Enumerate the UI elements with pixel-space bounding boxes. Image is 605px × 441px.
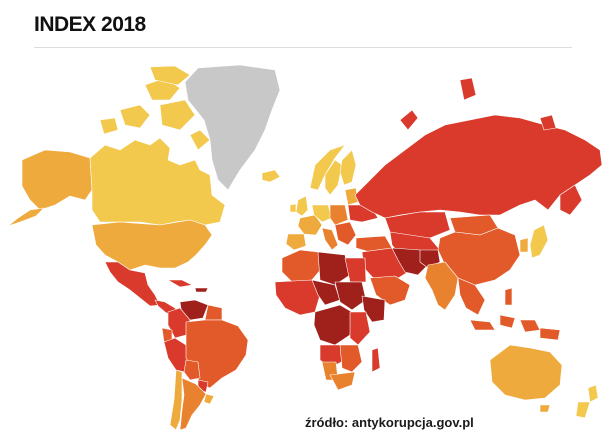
region-canada [89, 137, 226, 226]
region-philippines [504, 287, 513, 306]
region-japan [529, 224, 549, 259]
region-novaya-zemlya [399, 109, 419, 131]
region-indonesia-3 [519, 319, 541, 333]
region-horn-africa [361, 295, 386, 323]
region-sahel [311, 279, 341, 306]
region-canada-islands-4 [149, 65, 191, 86]
region-canada-islands-6 [189, 129, 211, 151]
region-alaska-peninsula [7, 207, 45, 227]
region-central-africa [313, 304, 353, 346]
region-korea [519, 237, 529, 253]
region-bolivia [183, 359, 201, 381]
region-south-africa [329, 371, 356, 391]
region-usa [91, 219, 213, 271]
region-west-africa [274, 279, 321, 316]
region-ireland [289, 203, 297, 213]
region-se-asia [457, 277, 486, 316]
region-italy [321, 227, 339, 251]
region-chile [169, 369, 183, 431]
region-north-africa-libya [317, 251, 351, 286]
region-sudan [334, 281, 367, 311]
region-canada-islands-3 [159, 99, 196, 131]
region-siberian-islands [459, 77, 477, 101]
region-madagascar [371, 347, 381, 373]
region-sweden [324, 159, 343, 196]
region-new-zealand-north [587, 384, 599, 403]
region-canada-islands-1 [119, 104, 151, 129]
region-png [539, 327, 561, 341]
region-cuba [167, 279, 193, 288]
region-finland [339, 149, 357, 186]
region-iberia [285, 233, 307, 251]
region-russia-far-east [559, 184, 583, 216]
region-arabia [369, 275, 411, 306]
region-argentina [179, 377, 207, 431]
source-caption: źródło: antykorupcja.gov.pl [305, 415, 474, 430]
region-balkans [334, 221, 357, 246]
region-alaska [21, 149, 93, 211]
region-new-zealand-south [575, 401, 591, 419]
page-title: INDEX 2018 [34, 13, 146, 36]
region-benelux-germany [311, 204, 333, 223]
region-uruguay [203, 393, 215, 405]
region-baltic [344, 187, 359, 206]
region-indonesia-1 [469, 319, 496, 331]
region-hispaniola [194, 287, 209, 293]
region-norway [309, 144, 346, 191]
region-india [424, 261, 459, 311]
region-tasmania [539, 404, 551, 413]
region-iceland [261, 169, 281, 183]
title-divider [34, 47, 572, 48]
region-siberia-north [539, 114, 557, 131]
region-australia [489, 344, 563, 401]
region-central-europe [329, 204, 349, 226]
region-greenland [184, 64, 281, 191]
region-indonesia-2 [499, 314, 516, 329]
region-guyanas [204, 304, 223, 321]
region-canada-islands-5 [99, 117, 119, 135]
region-north-africa-west [281, 249, 323, 283]
region-egypt [344, 257, 367, 283]
region-uk [295, 195, 309, 217]
region-southern-africa [339, 344, 363, 373]
region-east-africa [349, 311, 371, 346]
